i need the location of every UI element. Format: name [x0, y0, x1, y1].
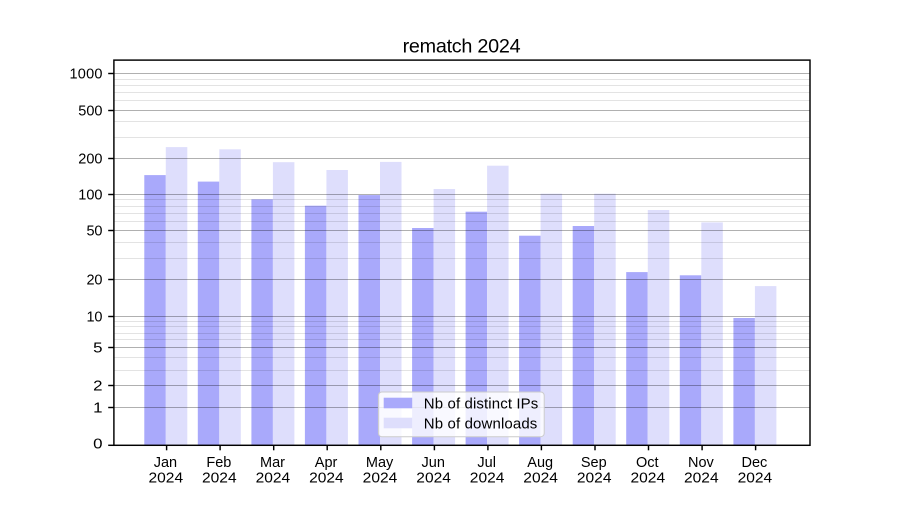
- svg-text:Sep: Sep: [581, 455, 607, 471]
- svg-text:1000: 1000: [70, 67, 103, 83]
- svg-text:rematch 2024: rematch 2024: [403, 36, 521, 58]
- svg-text:2024: 2024: [470, 470, 505, 486]
- svg-text:2024: 2024: [309, 470, 344, 486]
- svg-text:20: 20: [87, 273, 103, 289]
- svg-text:5: 5: [93, 341, 102, 357]
- svg-text:100: 100: [78, 188, 102, 204]
- svg-text:May: May: [366, 455, 394, 471]
- svg-text:2024: 2024: [738, 470, 773, 486]
- svg-text:200: 200: [78, 152, 102, 168]
- svg-text:2024: 2024: [684, 470, 719, 486]
- svg-text:2024: 2024: [363, 470, 398, 486]
- svg-text:Oct: Oct: [636, 455, 659, 471]
- svg-text:Dec: Dec: [742, 455, 768, 471]
- svg-text:2024: 2024: [577, 470, 612, 486]
- svg-text:Jul: Jul: [477, 455, 496, 471]
- svg-text:Feb: Feb: [206, 455, 231, 471]
- svg-text:Jan: Jan: [154, 455, 177, 471]
- svg-text:2024: 2024: [416, 470, 451, 486]
- svg-text:Aug: Aug: [527, 455, 553, 471]
- svg-text:Jun: Jun: [422, 455, 445, 471]
- svg-text:2024: 2024: [523, 470, 558, 486]
- svg-text:2024: 2024: [256, 470, 291, 486]
- svg-text:2: 2: [93, 379, 102, 395]
- svg-text:Apr: Apr: [315, 455, 338, 471]
- svg-text:2024: 2024: [149, 470, 184, 486]
- svg-text:Nov: Nov: [688, 455, 715, 471]
- svg-text:Nb of distinct IPs: Nb of distinct IPs: [424, 396, 539, 413]
- svg-text:Nb of downloads: Nb of downloads: [424, 416, 538, 433]
- svg-text:50: 50: [87, 224, 103, 240]
- svg-text:10: 10: [87, 310, 103, 326]
- svg-text:0: 0: [93, 436, 102, 452]
- svg-text:2024: 2024: [631, 470, 666, 486]
- svg-text:1: 1: [93, 401, 102, 417]
- svg-text:500: 500: [78, 104, 102, 120]
- svg-text:Mar: Mar: [260, 455, 285, 471]
- svg-text:2024: 2024: [202, 470, 237, 486]
